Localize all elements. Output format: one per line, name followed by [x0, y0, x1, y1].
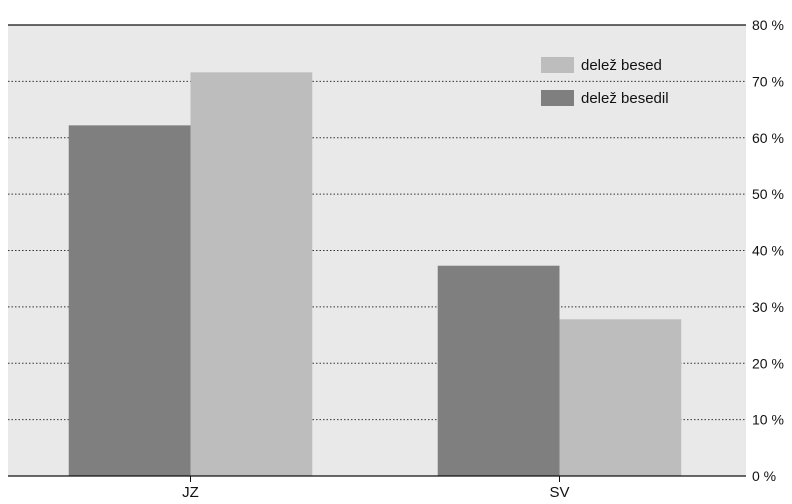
y-tick-label: 80 %: [752, 17, 784, 33]
bars: [68, 72, 682, 476]
y-tick-label: 40 %: [752, 243, 784, 259]
y-tick-label: 20 %: [752, 355, 784, 371]
y-tick-label: 70 %: [752, 73, 784, 89]
axes: 0 % 10 % 20 % 30 % 40 % 50 % 60 % 70 % 80 % JZ SV: [8, 17, 784, 501]
x-category-label: JZ: [182, 484, 199, 501]
y-tick-label: 30 %: [752, 299, 784, 315]
bar: [68, 125, 191, 476]
bar: [559, 319, 682, 476]
x-category-label: SV: [549, 484, 569, 501]
bar: [190, 72, 313, 476]
y-tick-label: 60 %: [752, 130, 784, 146]
y-tick-label: 0 %: [752, 468, 776, 484]
legend-label: delež besed: [581, 57, 662, 74]
y-tick-label: 50 %: [752, 186, 784, 202]
bar: [437, 265, 560, 476]
legend-label: delež besedil: [581, 90, 669, 107]
legend-swatch: [541, 90, 574, 106]
y-tick-label: 10 %: [752, 412, 784, 428]
legend-swatch: [541, 57, 574, 73]
legend: delež besed delež besedil: [541, 57, 669, 107]
